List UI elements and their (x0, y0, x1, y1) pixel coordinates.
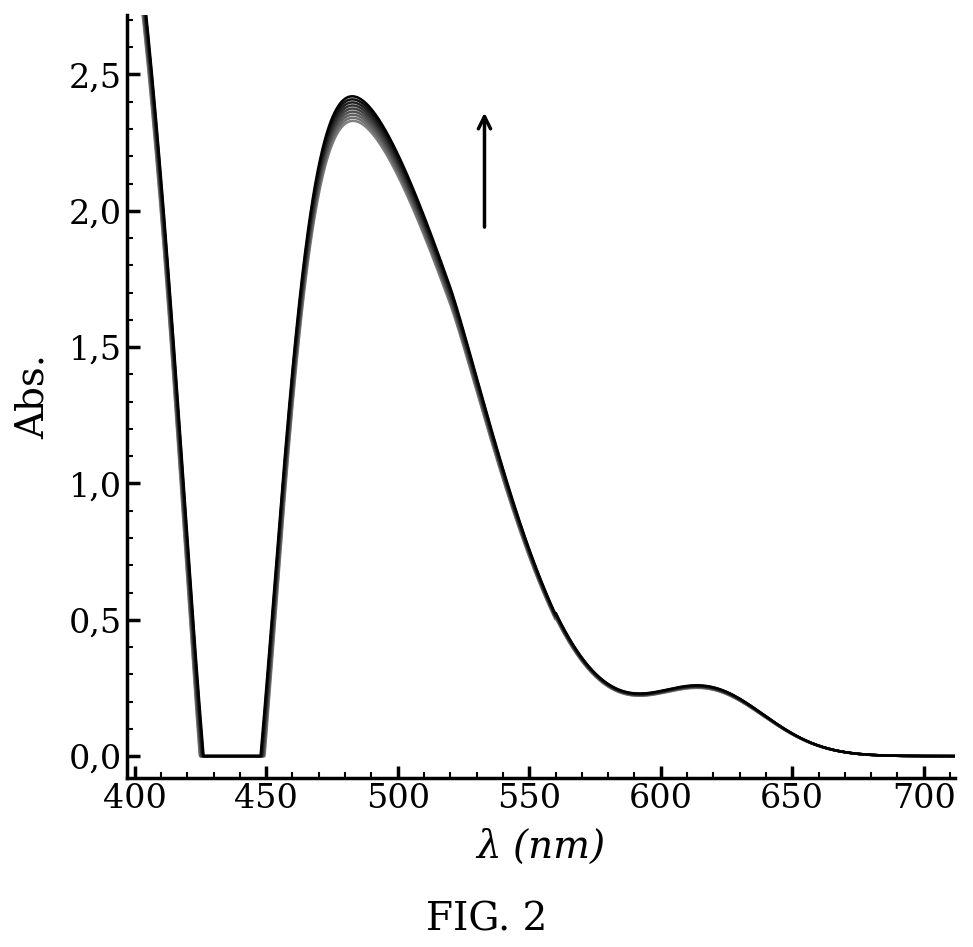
X-axis label: λ (nm): λ (nm) (476, 829, 605, 866)
Text: FIG. 2: FIG. 2 (426, 901, 547, 938)
Y-axis label: Abs.: Abs. (15, 354, 52, 439)
